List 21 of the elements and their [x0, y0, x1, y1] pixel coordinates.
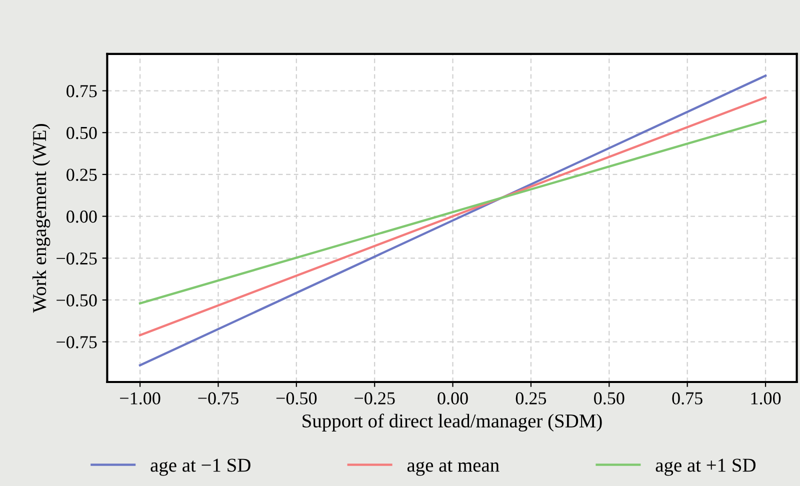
- y-tick-label: −0.50: [56, 294, 97, 307]
- x-tick-label: −0.25: [354, 392, 395, 405]
- x-axis-title: Support of direct lead/manager (SDM): [302, 414, 602, 432]
- x-tick-label: −0.50: [276, 392, 317, 405]
- x-tick-label: 0.25: [516, 392, 546, 405]
- y-tick-label: −0.75: [56, 336, 97, 348]
- legend-label: age at +1 SD: [656, 458, 756, 476]
- x-tick-label: −1.00: [120, 392, 160, 405]
- x-tick-label: 0.50: [594, 392, 624, 405]
- y-tick-label: 0.00: [66, 210, 97, 223]
- x-tick-label: 1.00: [751, 392, 781, 405]
- y-tick-label: 0.75: [66, 85, 97, 98]
- y-tick-label: −0.25: [56, 252, 97, 265]
- y-axis-title: Work engagement (WE): [32, 124, 50, 313]
- legend-label: age at −1 SD: [150, 458, 250, 476]
- y-tick-label: 0.25: [66, 168, 97, 181]
- legend-label: age at mean: [407, 460, 500, 476]
- y-tick-label: 0.50: [66, 126, 97, 140]
- x-tick-label: 0.00: [438, 392, 468, 405]
- x-tick-label: 0.75: [672, 392, 702, 405]
- x-tick-label: −0.75: [198, 392, 238, 405]
